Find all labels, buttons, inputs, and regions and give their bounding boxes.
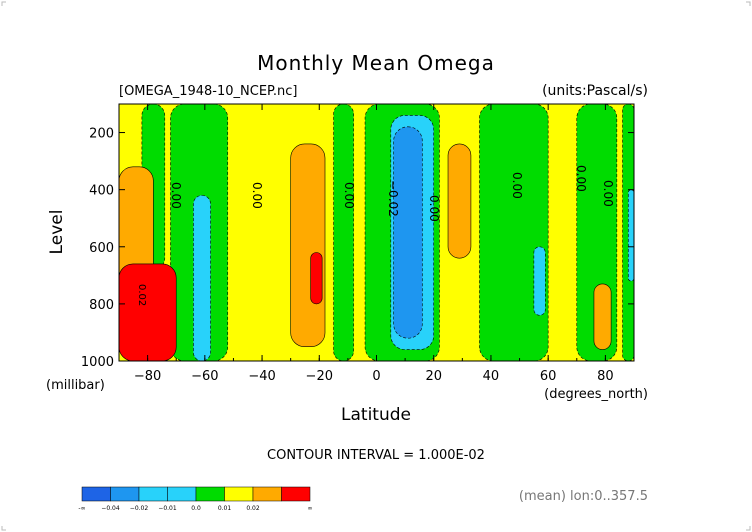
x-tick-label--20: −20 [306, 369, 333, 384]
y-tick-label-1000: 1000 [81, 355, 114, 370]
x-axis: −80 −60 −40 −20 0 20 40 60 80 [118, 104, 635, 384]
x-tick-label-0: 0 [372, 369, 380, 384]
colorbar-tick-label-1: -∞ [78, 505, 85, 512]
x-tick-label-20: 20 [425, 369, 442, 384]
colorbar-tick-label-2: −0.04 [101, 505, 120, 512]
x-tick-label-60: 60 [540, 369, 557, 384]
colorbar-swatch-2 [110, 486, 140, 502]
colorbar-swatch-6 [224, 486, 254, 502]
contour-region-15 [447, 143, 472, 259]
y-axis-title: Level [47, 210, 67, 255]
contour-region-6 [479, 104, 549, 361]
regions-layer [119, 104, 634, 361]
x-tick-label--60: −60 [191, 369, 218, 384]
contour-label-2: 0.00 [250, 182, 264, 209]
contour-region-9 [193, 195, 211, 361]
x-axis-title: Latitude [341, 405, 411, 425]
x-tick-label-80: 80 [597, 369, 614, 384]
contour-label-8: 0.00 [601, 180, 615, 207]
contour-label-6: 0.00 [510, 172, 524, 199]
x-tick-label--80: −80 [134, 369, 161, 384]
contour-label-7: 0.00 [574, 165, 588, 192]
chart-title: Monthly Mean Omega [257, 51, 495, 75]
colorbar-swatch-5 [195, 486, 225, 502]
colorbar-tick-label-8: ∞ [308, 505, 313, 512]
contour-label-1: 0.00 [169, 182, 183, 209]
footer-label: (mean) lon:0..357.5 [519, 489, 648, 504]
y-unit-label: (millibar) [46, 378, 105, 393]
plot-area [119, 104, 634, 361]
file-label: [OMEGA_1948-10_NCEP.nc] [119, 84, 297, 99]
colorbar-tick-label-6: 0.01 [218, 505, 232, 512]
contour-region-12 [627, 189, 634, 282]
contour-region-4 [333, 104, 354, 361]
contour-region-16 [593, 283, 612, 350]
contour-region-14 [290, 143, 326, 348]
colorbar-swatch-7 [252, 486, 282, 502]
y-tick-label-800: 800 [89, 298, 114, 313]
colorbar-tick-label-5: 0.0 [191, 505, 201, 512]
y-axis: 200 400 600 800 1000 [81, 127, 634, 370]
colorbar-tick-label-4: −0.01 [158, 505, 177, 512]
contour-label-5: −0.02 [386, 180, 400, 217]
contour-labels: 0.00 0.00 0.00 0.00 −0.02 0.00 0.00 0.00… [136, 165, 615, 306]
colorbar: -∞ −0.04 −0.02 −0.01 0.0 0.01 0.02 ∞ [78, 486, 313, 512]
colorbar-tick-label-3: −0.02 [130, 505, 149, 512]
colorbar-swatch-3 [138, 486, 168, 502]
y-tick-label-400: 400 [89, 184, 114, 199]
contour-interval-label: CONTOUR INTERVAL = 1.000E-02 [267, 448, 485, 463]
y-tick-label-200: 200 [89, 127, 114, 142]
colorbar-swatch-8 [281, 486, 311, 502]
y-tick-label-600: 600 [89, 241, 114, 256]
x-unit-label: (degrees_north) [544, 387, 648, 402]
x-tick-label--40: −40 [248, 369, 275, 384]
contour-region-13 [393, 126, 423, 339]
contour-region-18 [119, 263, 177, 361]
contour-label-9: 0.02 [136, 284, 147, 306]
colorbar-swatch-1 [81, 486, 111, 502]
x-tick-label-40: 40 [483, 369, 500, 384]
contour-region-19 [310, 252, 323, 305]
contour-region-11 [533, 246, 546, 316]
colorbar-swatch-4 [167, 486, 197, 502]
contour-label-4: 0.00 [427, 195, 441, 222]
contour-label-3: 0.00 [342, 182, 356, 209]
colorbar-tick-label-7: 0.02 [246, 505, 260, 512]
units-label: (units:Pascal/s) [542, 83, 648, 99]
